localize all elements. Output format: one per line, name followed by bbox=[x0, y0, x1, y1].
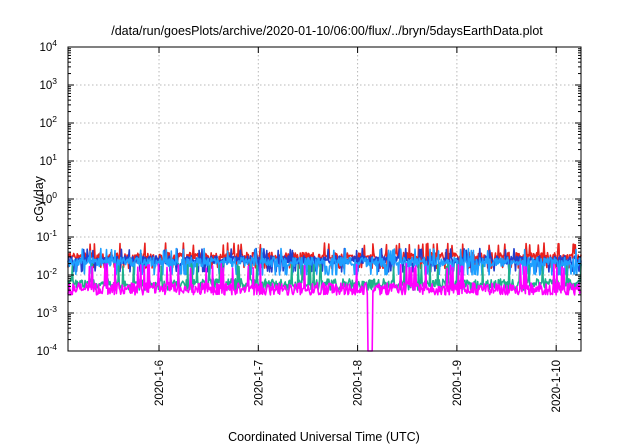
x-tick-label: 2020-1-10 bbox=[551, 360, 563, 412]
x-axis-label: Coordinated Universal Time (UTC) bbox=[228, 430, 420, 444]
y-tick-label: 100 bbox=[39, 190, 57, 206]
y-tick-label: 10-1 bbox=[37, 228, 58, 244]
series-line-5 bbox=[67, 262, 582, 352]
y-tick-label: 10-2 bbox=[37, 266, 58, 282]
y-tick-label: 104 bbox=[39, 38, 57, 54]
series-layer bbox=[67, 242, 582, 352]
y-axis-label: cGy/day bbox=[32, 175, 46, 222]
x-tick-label: 2020-1-9 bbox=[452, 360, 464, 406]
y-tick-label: 10-3 bbox=[37, 304, 58, 320]
gridlines bbox=[68, 47, 581, 351]
y-tick-label: 101 bbox=[39, 152, 57, 168]
series-line-3 bbox=[67, 247, 582, 276]
series-line-1 bbox=[67, 242, 582, 270]
y-tick-label: 102 bbox=[39, 114, 57, 130]
x-tick-label: 2020-1-7 bbox=[253, 360, 265, 406]
axis-ticks: 104 103 102 101 100 10-1 10-2 10-3 10-4 2020-1-6 2… bbox=[37, 38, 581, 412]
chart-title: /data/run/goesPlots/archive/2020-01-10/0… bbox=[111, 24, 543, 38]
x-tick-label: 2020-1-8 bbox=[353, 360, 365, 406]
y-tick-label: 10-4 bbox=[37, 342, 58, 358]
x-tick-label: 2020-1-6 bbox=[154, 360, 166, 406]
y-tick-label: 103 bbox=[39, 76, 57, 92]
